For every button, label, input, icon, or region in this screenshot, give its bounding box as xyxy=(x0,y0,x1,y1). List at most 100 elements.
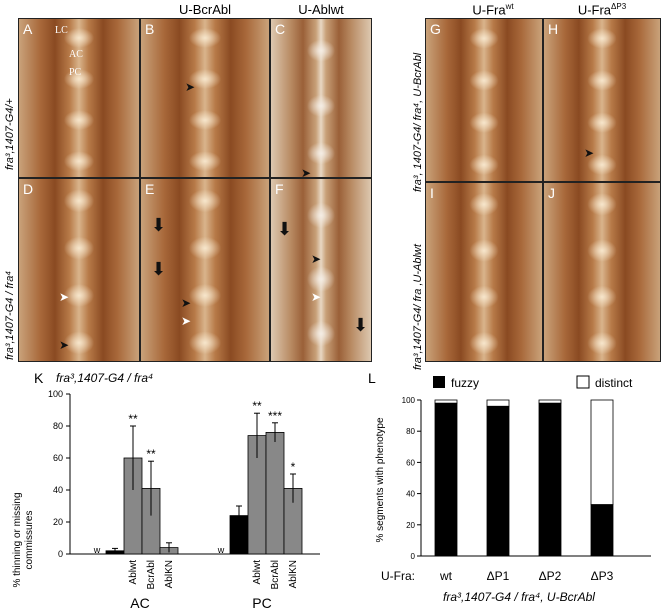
arrowhead-icon: ➤ xyxy=(181,314,192,328)
panel-letter-j: J xyxy=(548,185,555,201)
bar-segment-distinct xyxy=(486,399,510,407)
micrograph-panel-c: C ➤ xyxy=(270,18,372,178)
y-tick-label: 40 xyxy=(53,485,63,495)
micrograph-panel-f: F ⬇ ➤ ➤ ⬇ xyxy=(270,178,372,362)
bar-segment-distinct xyxy=(590,399,614,505)
y-tick-label: 100 xyxy=(48,389,63,399)
panel-letter-b: B xyxy=(145,21,155,37)
arrowhead-icon: ➤ xyxy=(301,166,312,178)
arrowhead-icon: ➤ xyxy=(59,338,70,352)
y-tick-label: 0 xyxy=(411,552,416,561)
panel-letter-c: C xyxy=(275,21,286,37)
panel-letter-g: G xyxy=(430,21,441,37)
bar-segment-distinct xyxy=(434,399,458,404)
panel-letter-h: H xyxy=(548,21,559,37)
label-ac: AC xyxy=(69,49,83,60)
chart-k-ylabel: % thinning or missing xyxy=(12,492,23,587)
chart-l-ylabel: % segments with phenotype xyxy=(375,417,386,543)
label-pc: PC xyxy=(69,67,82,78)
micrograph-panel-a: A LC AC PC xyxy=(18,18,140,178)
micrograph-panel-j: J xyxy=(543,182,661,362)
y-tick-label: 100 xyxy=(402,396,416,405)
arrow-down-icon: ⬇ xyxy=(277,219,293,239)
x-tick-label: Ablwt xyxy=(252,560,263,585)
chart-k-group-ac: AC xyxy=(130,595,149,611)
panel-letter-a: A xyxy=(23,21,33,37)
chart-k-title: fra³,1407-G4 / fra⁴ xyxy=(56,371,154,385)
row-label-top-right: fra³, 1407-G4/ fra⁴, U-BcrAbl xyxy=(412,52,424,192)
y-tick-label: 60 xyxy=(406,458,415,467)
col-title-fra-dp3: U-FraΔP3 xyxy=(577,2,627,18)
x-tick-label: ΔP2 xyxy=(539,569,562,583)
significance-label: * xyxy=(291,460,296,474)
significance-label: *** xyxy=(268,409,282,423)
chart-l-axes: 0 20 40 60 80 100 xyxy=(402,396,651,561)
col-title-bcrabl: U-BcrAbl xyxy=(178,2,231,17)
micrograph-panel-g: G xyxy=(425,18,543,182)
legend-distinct-swatch xyxy=(576,375,590,389)
row-label-bottom-right: fra³,1407-G4/ fra ,U-Ablwt xyxy=(412,244,424,370)
y-tick-label: 20 xyxy=(406,521,415,530)
panel-letter-d: D xyxy=(23,181,34,197)
chart-k-group-pc: PC xyxy=(252,595,271,611)
arrowhead-icon: ➤ xyxy=(311,290,322,304)
chart-l-xprefix: U-Fra: xyxy=(381,569,415,583)
x-tick-label: Ablwt xyxy=(128,560,139,585)
significance-label: ** xyxy=(146,447,156,461)
y-tick-label: 40 xyxy=(406,490,415,499)
micrograph-panel-h: H ➤ xyxy=(543,18,661,182)
bar-segment-fuzzy xyxy=(590,504,614,557)
arrowhead-icon: ➤ xyxy=(59,290,70,304)
panel-letter-f: F xyxy=(275,181,284,197)
bar xyxy=(265,432,285,555)
col-title-ablwt: U-Ablwt xyxy=(298,2,344,17)
chart-l: fuzzy distinct % segments with phenotype… xyxy=(375,375,651,604)
x-tick-label: ΔP3 xyxy=(591,569,614,583)
arrowhead-icon: ➤ xyxy=(311,252,322,266)
bar-label: w xyxy=(217,545,225,555)
chart-k: % thinning or missing commissures 0 20 40 6… xyxy=(12,389,320,611)
micrograph-panel-b: B ➤ xyxy=(140,18,270,178)
micrograph-panel-e: E ⬇ ⬇ ➤ ➤ xyxy=(140,178,270,362)
bar-segment-fuzzy xyxy=(486,405,510,557)
panel-letter-k: K xyxy=(34,370,44,386)
x-tick-label: BcrAbl xyxy=(146,560,157,589)
micrograph-panel-d: D ➤ ➤ xyxy=(18,178,140,362)
x-tick-label: BcrAbl xyxy=(270,560,281,589)
arrowhead-icon: ➤ xyxy=(584,146,595,160)
chart-l-bars: wt ΔP1 ΔP2 ΔP3 xyxy=(434,399,614,583)
panel-letter-e: E xyxy=(145,181,155,197)
legend-fuzzy-swatch xyxy=(433,376,445,388)
y-tick-label: 60 xyxy=(53,453,63,463)
x-tick-label: wt xyxy=(439,569,453,583)
legend-fuzzy-label: fuzzy xyxy=(451,376,479,390)
col-title-fra-wt: U-Frawt xyxy=(472,2,514,18)
y-tick-label: 20 xyxy=(53,517,63,527)
arrow-down-icon: ⬇ xyxy=(151,259,167,279)
bar-label: w xyxy=(93,545,101,555)
y-tick-label: 80 xyxy=(406,427,415,436)
chart-k-bars: w ** Ablwt ** BcrAbl AblKN w ** Ablwt *** BcrAbl * A… xyxy=(93,399,303,589)
arrow-down-icon: ⬇ xyxy=(151,215,167,235)
label-lc: LC xyxy=(55,25,68,36)
bar-segment-fuzzy xyxy=(538,402,562,557)
x-tick-label: AblKN xyxy=(164,560,175,588)
row-label-bottom-left: fra³,1407-G4 / fra⁴ xyxy=(4,270,16,360)
panel-letter-l: L xyxy=(368,370,376,386)
bar-segment-distinct xyxy=(538,399,562,404)
arrowhead-icon: ➤ xyxy=(181,296,192,310)
row-label-top-left: fra³,1407-G4/+ xyxy=(4,98,16,170)
micrograph-panel-i: I xyxy=(425,182,543,362)
x-tick-label: AblKN xyxy=(288,560,299,588)
y-tick-label: 0 xyxy=(58,549,63,559)
panel-letter-i: I xyxy=(430,185,434,201)
arrow-down-icon: ⬇ xyxy=(353,315,369,335)
bar-segment-fuzzy xyxy=(434,402,458,557)
chart-k-ylabel-2: commissures xyxy=(24,511,35,570)
arrowhead-icon: ➤ xyxy=(185,80,196,94)
x-tick-label: ΔP1 xyxy=(487,569,510,583)
chart-l-footer: fra³,1407-G4 / fra⁴, U-BcrAbl xyxy=(443,590,595,604)
y-tick-label: 80 xyxy=(53,421,63,431)
legend-distinct-label: distinct xyxy=(595,376,633,390)
significance-label: ** xyxy=(128,412,138,426)
